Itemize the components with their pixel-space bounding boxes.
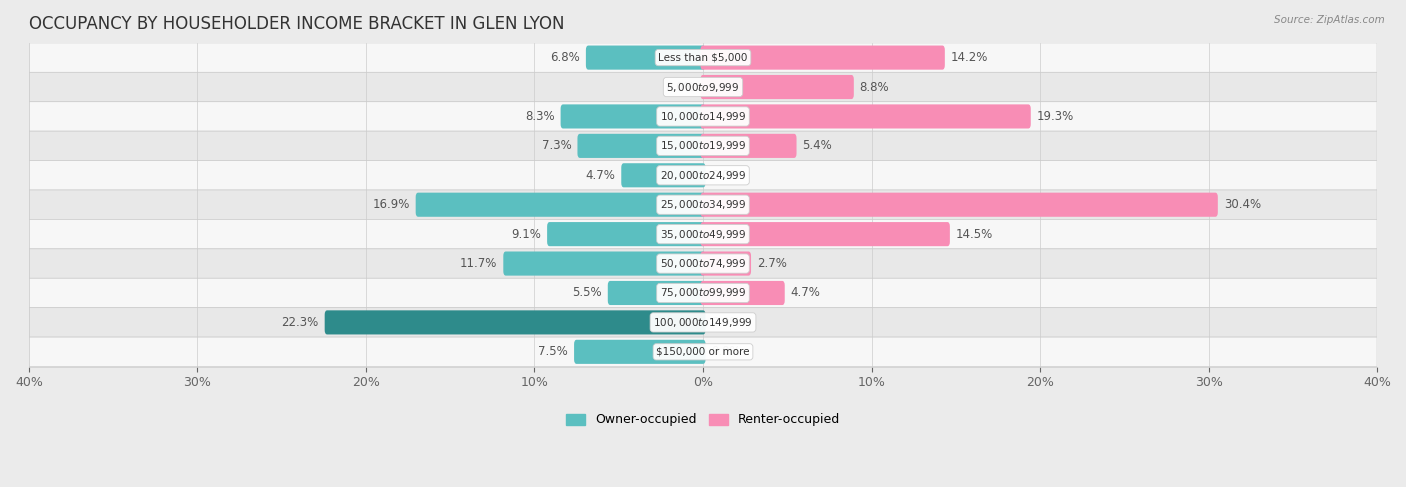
Text: 0.0%: 0.0% bbox=[711, 316, 741, 329]
FancyBboxPatch shape bbox=[700, 222, 950, 246]
Text: 14.2%: 14.2% bbox=[950, 51, 988, 64]
Text: $15,000 to $19,999: $15,000 to $19,999 bbox=[659, 139, 747, 152]
FancyBboxPatch shape bbox=[30, 190, 1376, 220]
FancyBboxPatch shape bbox=[30, 161, 1376, 190]
Text: $10,000 to $14,999: $10,000 to $14,999 bbox=[659, 110, 747, 123]
FancyBboxPatch shape bbox=[547, 222, 706, 246]
Text: 8.3%: 8.3% bbox=[524, 110, 555, 123]
FancyBboxPatch shape bbox=[30, 43, 1376, 72]
Text: 14.5%: 14.5% bbox=[956, 227, 993, 241]
Text: 2.7%: 2.7% bbox=[756, 257, 787, 270]
FancyBboxPatch shape bbox=[325, 310, 706, 335]
FancyBboxPatch shape bbox=[700, 104, 1031, 129]
Text: $75,000 to $99,999: $75,000 to $99,999 bbox=[659, 286, 747, 300]
FancyBboxPatch shape bbox=[30, 72, 1376, 102]
Text: 0.0%: 0.0% bbox=[711, 345, 741, 358]
FancyBboxPatch shape bbox=[503, 251, 706, 276]
Text: 22.3%: 22.3% bbox=[281, 316, 319, 329]
Text: 0.0%: 0.0% bbox=[711, 169, 741, 182]
Text: 4.7%: 4.7% bbox=[790, 286, 821, 300]
FancyBboxPatch shape bbox=[700, 281, 785, 305]
Text: 6.8%: 6.8% bbox=[550, 51, 581, 64]
Text: Less than $5,000: Less than $5,000 bbox=[658, 53, 748, 63]
FancyBboxPatch shape bbox=[561, 104, 706, 129]
FancyBboxPatch shape bbox=[30, 337, 1376, 367]
Text: 11.7%: 11.7% bbox=[460, 257, 498, 270]
Text: 0.0%: 0.0% bbox=[665, 80, 695, 94]
Text: $25,000 to $34,999: $25,000 to $34,999 bbox=[659, 198, 747, 211]
FancyBboxPatch shape bbox=[30, 278, 1376, 308]
Text: $5,000 to $9,999: $5,000 to $9,999 bbox=[666, 80, 740, 94]
FancyBboxPatch shape bbox=[574, 340, 706, 364]
FancyBboxPatch shape bbox=[30, 131, 1376, 161]
FancyBboxPatch shape bbox=[30, 220, 1376, 249]
FancyBboxPatch shape bbox=[700, 134, 797, 158]
FancyBboxPatch shape bbox=[700, 46, 945, 70]
Text: 19.3%: 19.3% bbox=[1036, 110, 1074, 123]
Text: 30.4%: 30.4% bbox=[1223, 198, 1261, 211]
Text: 16.9%: 16.9% bbox=[373, 198, 409, 211]
Text: 9.1%: 9.1% bbox=[512, 227, 541, 241]
Text: 7.3%: 7.3% bbox=[541, 139, 572, 152]
Text: $35,000 to $49,999: $35,000 to $49,999 bbox=[659, 227, 747, 241]
FancyBboxPatch shape bbox=[30, 249, 1376, 278]
Text: Source: ZipAtlas.com: Source: ZipAtlas.com bbox=[1274, 15, 1385, 25]
Text: 8.8%: 8.8% bbox=[859, 80, 890, 94]
FancyBboxPatch shape bbox=[700, 193, 1218, 217]
FancyBboxPatch shape bbox=[30, 102, 1376, 131]
Text: $100,000 to $149,999: $100,000 to $149,999 bbox=[654, 316, 752, 329]
Text: OCCUPANCY BY HOUSEHOLDER INCOME BRACKET IN GLEN LYON: OCCUPANCY BY HOUSEHOLDER INCOME BRACKET … bbox=[30, 15, 564, 33]
Text: $20,000 to $24,999: $20,000 to $24,999 bbox=[659, 169, 747, 182]
Text: 7.5%: 7.5% bbox=[538, 345, 568, 358]
FancyBboxPatch shape bbox=[607, 281, 706, 305]
Text: 5.5%: 5.5% bbox=[572, 286, 602, 300]
Text: 5.4%: 5.4% bbox=[803, 139, 832, 152]
Text: $150,000 or more: $150,000 or more bbox=[657, 347, 749, 357]
FancyBboxPatch shape bbox=[578, 134, 706, 158]
FancyBboxPatch shape bbox=[586, 46, 706, 70]
FancyBboxPatch shape bbox=[700, 251, 751, 276]
FancyBboxPatch shape bbox=[416, 193, 706, 217]
Text: 4.7%: 4.7% bbox=[585, 169, 616, 182]
FancyBboxPatch shape bbox=[30, 308, 1376, 337]
FancyBboxPatch shape bbox=[700, 75, 853, 99]
FancyBboxPatch shape bbox=[621, 163, 706, 187]
Text: $50,000 to $74,999: $50,000 to $74,999 bbox=[659, 257, 747, 270]
Legend: Owner-occupied, Renter-occupied: Owner-occupied, Renter-occupied bbox=[561, 409, 845, 431]
